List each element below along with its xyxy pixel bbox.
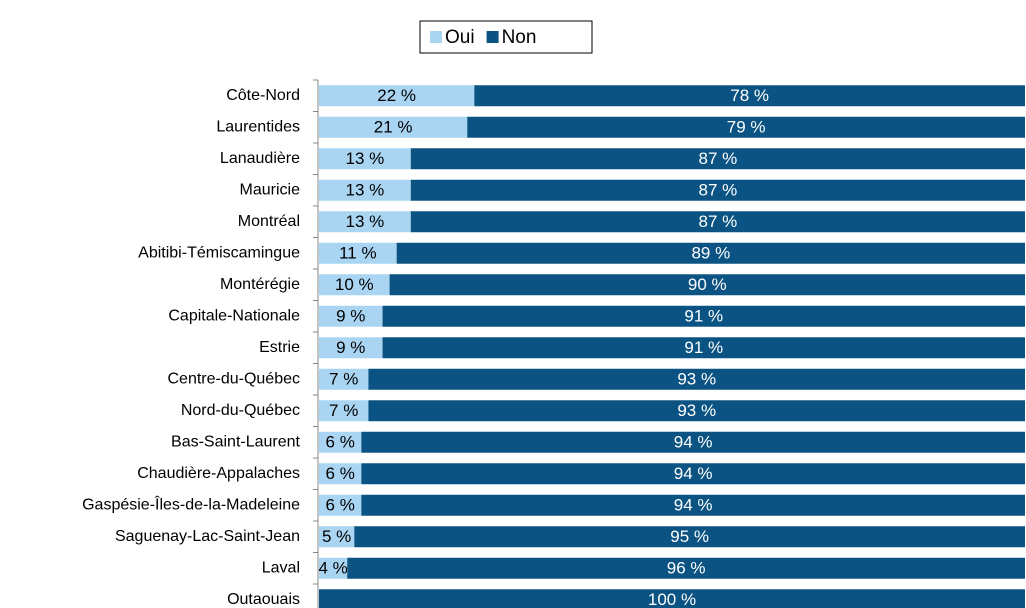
bar-segment bbox=[319, 116, 468, 138]
bar-segment bbox=[319, 526, 355, 548]
data-label: 7 % bbox=[329, 401, 358, 420]
bar-segment bbox=[319, 368, 369, 390]
data-label: 11 % bbox=[339, 244, 377, 263]
data-label: 4 % bbox=[318, 559, 347, 578]
legend-label: Oui bbox=[445, 27, 475, 48]
bar-segment bbox=[319, 557, 348, 579]
category-label: Mauricie bbox=[240, 181, 301, 198]
data-label: 6 % bbox=[326, 433, 355, 452]
bar-segment bbox=[319, 337, 383, 359]
category-label: Centre-du-Québec bbox=[167, 370, 300, 387]
data-label: 100 % bbox=[648, 590, 696, 608]
data-label: 22 % bbox=[377, 86, 416, 105]
category-label: Laval bbox=[262, 559, 300, 576]
data-label: 9 % bbox=[336, 307, 365, 326]
bar-segment bbox=[319, 85, 475, 107]
data-label: 10 % bbox=[335, 275, 374, 294]
bar-segment bbox=[354, 526, 1025, 548]
bar-segment bbox=[319, 179, 411, 201]
data-label: 6 % bbox=[326, 496, 355, 515]
data-label: 91 % bbox=[684, 338, 723, 357]
bar-segment bbox=[319, 400, 369, 422]
legend-box bbox=[419, 20, 593, 54]
category-label: Nord-du-Québec bbox=[181, 402, 300, 419]
category-label: Lanaudière bbox=[220, 150, 300, 167]
category-label: Côte-Nord bbox=[226, 87, 300, 104]
bar-segment bbox=[347, 557, 1025, 579]
data-label: 7 % bbox=[329, 370, 358, 389]
category-label: Estrie bbox=[259, 339, 300, 356]
legend-swatch bbox=[430, 31, 442, 43]
bar-segment bbox=[319, 589, 1025, 608]
bar-segment bbox=[319, 211, 411, 233]
bar-segment bbox=[389, 274, 1026, 296]
data-label: 96 % bbox=[667, 559, 706, 578]
category-label: Gaspésie-Îles-de-la-Madeleine bbox=[82, 494, 300, 513]
category-label: Abitibi-Témiscamingue bbox=[138, 244, 300, 261]
bar-segment bbox=[319, 274, 390, 296]
bar-segment bbox=[382, 305, 1025, 327]
data-label: 89 % bbox=[691, 244, 730, 263]
category-label: Chaudière-Appalaches bbox=[137, 465, 300, 482]
data-label: 13 % bbox=[346, 181, 385, 200]
data-label: 87 % bbox=[699, 181, 738, 200]
data-label: 5 % bbox=[322, 527, 351, 546]
data-label: 13 % bbox=[346, 212, 385, 231]
data-label: 93 % bbox=[677, 401, 716, 420]
bar-segment bbox=[474, 85, 1025, 107]
legend-swatch bbox=[486, 31, 499, 43]
data-label: 94 % bbox=[674, 496, 713, 515]
bar-segment bbox=[319, 431, 362, 453]
legend-label: Non bbox=[502, 27, 537, 48]
category-label: Montréal bbox=[238, 213, 300, 230]
category-label: Laurentides bbox=[216, 118, 300, 135]
data-label: 79 % bbox=[727, 118, 766, 137]
category-label: Saguenay-Lac-Saint-Jean bbox=[115, 528, 300, 545]
category-label: Montérégie bbox=[220, 276, 300, 293]
bar-segment bbox=[410, 148, 1025, 170]
bar-segment bbox=[319, 494, 362, 516]
data-label: 93 % bbox=[677, 370, 716, 389]
data-label: 21 % bbox=[374, 118, 413, 137]
data-label: 95 % bbox=[670, 527, 709, 546]
bar-segment bbox=[410, 179, 1025, 201]
bar-segment bbox=[361, 431, 1025, 453]
category-label: Capitale-Nationale bbox=[168, 307, 300, 324]
bar-segment bbox=[361, 463, 1025, 485]
data-label: 78 % bbox=[730, 86, 769, 105]
data-label: 87 % bbox=[699, 149, 738, 168]
category-label: Outaouais bbox=[227, 591, 300, 608]
data-label: 94 % bbox=[674, 433, 713, 452]
bar-segment bbox=[396, 242, 1025, 264]
data-label: 87 % bbox=[699, 212, 738, 231]
category-label: Bas-Saint-Laurent bbox=[171, 433, 301, 450]
data-label: 91 % bbox=[684, 307, 723, 326]
data-label: 9 % bbox=[336, 338, 365, 357]
bar-segment bbox=[319, 242, 397, 264]
bar-segment bbox=[368, 368, 1025, 390]
data-label: 13 % bbox=[346, 149, 385, 168]
bar-segment bbox=[361, 494, 1025, 516]
bar-segment bbox=[319, 305, 383, 327]
bar-segment bbox=[382, 337, 1025, 359]
bar-segment bbox=[467, 116, 1025, 138]
bar-segment bbox=[319, 463, 362, 485]
data-label: 6 % bbox=[326, 464, 355, 483]
bar-segment bbox=[410, 211, 1025, 233]
data-label: 94 % bbox=[674, 464, 713, 483]
bar-segment bbox=[368, 400, 1025, 422]
data-label: 90 % bbox=[688, 275, 727, 294]
bar-segment bbox=[319, 148, 411, 170]
